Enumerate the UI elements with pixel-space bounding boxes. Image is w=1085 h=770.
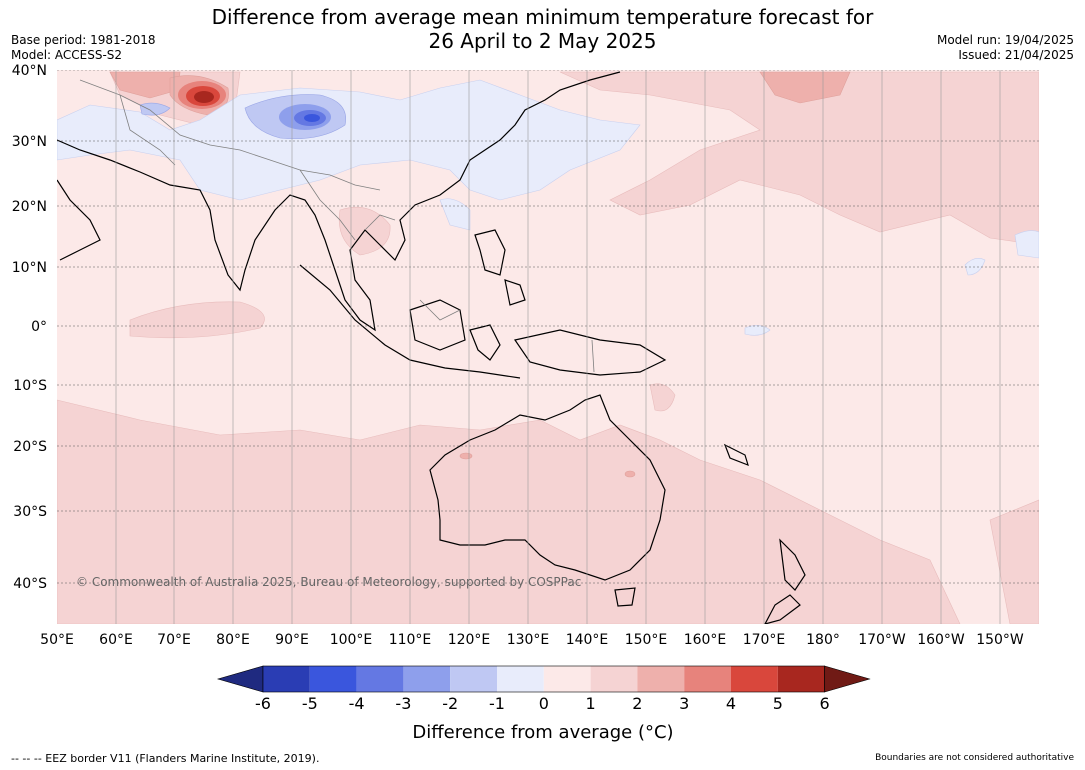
colorbar-tick-label: 6 (820, 694, 830, 713)
colorbar-swatch (637, 666, 685, 692)
model-name: Model: ACCESS-S2 (11, 48, 123, 62)
colorbar-tick-label: -1 (489, 694, 505, 713)
lat-label: 30°N (12, 134, 47, 150)
map-title: Difference from average mean minimum tem… (0, 5, 1085, 53)
lon-label: 170°W (858, 632, 906, 648)
lon-label: 150°W (976, 632, 1024, 648)
boundaries-disclaimer: Boundaries are not considered authoritat… (875, 753, 1074, 763)
base-period: Base period: 1981-2018 (11, 33, 156, 47)
anomaly-cold-spot (279, 104, 331, 130)
anomaly-hot-spot (178, 81, 226, 109)
lat-label: 10°N (12, 260, 47, 276)
colorbar-swatch (777, 666, 825, 692)
colorbar-tick-label: -4 (349, 694, 365, 713)
colorbar-swatch (403, 666, 451, 692)
lat-label: 40°N (12, 63, 47, 79)
colorbar-swatch (590, 666, 638, 692)
title-line-2: 26 April to 2 May 2025 (428, 29, 657, 53)
lat-label: 20°N (12, 199, 47, 215)
latitude-labels: 40°N 30°N 20°N 10°N 0° 10°S 20°S 30°S 40… (12, 63, 47, 592)
lon-label: 50°E (40, 632, 74, 648)
copyright-notice: © Commonwealth of Australia 2025, Bureau… (76, 575, 581, 589)
colorbar-tick-label: -3 (395, 694, 411, 713)
colorbar-tick-label: 0 (539, 694, 549, 713)
lon-label: 80°E (216, 632, 250, 648)
lat-label: 0° (31, 319, 47, 335)
longitude-labels: 50°E 60°E 70°E 80°E 90°E 100°E 110°E 120… (40, 632, 1024, 648)
colorbar-swatch (450, 666, 497, 692)
eez-border-note: -- -- -- EEZ border V11 (Flanders Marine… (11, 752, 320, 765)
lon-label: 130°E (507, 632, 550, 648)
issued-date: Issued: 21/04/2025 (958, 48, 1074, 62)
lat-label: 10°S (13, 378, 47, 394)
colorbar-swatch (356, 666, 404, 692)
colorbar-swatch (497, 666, 544, 692)
lon-label: 160°W (917, 632, 965, 648)
colorbar-swatch (309, 666, 357, 692)
colorbar-tick-label: -2 (442, 694, 458, 713)
lon-label: 160°E (684, 632, 727, 648)
colorbar-frame (262, 665, 825, 693)
lon-label: 170°E (743, 632, 786, 648)
colorbar-tick-label: 4 (726, 694, 736, 713)
colorbar-tick-label: 5 (773, 694, 783, 713)
colorbar-swatch (731, 666, 778, 692)
lon-label: 120°E (448, 632, 491, 648)
colorbar (216, 665, 871, 693)
colorbar-extend-high (824, 665, 871, 693)
lon-label: 150°E (625, 632, 668, 648)
colorbar-title: Difference from average (°C) (412, 722, 673, 743)
colorbar-swatch (684, 666, 731, 692)
colorbar-tick-label: -6 (255, 694, 271, 713)
colorbar-tick-label: 2 (632, 694, 642, 713)
colorbar-tick-label: 1 (586, 694, 596, 713)
lon-label: 60°E (99, 632, 133, 648)
title-line-1: Difference from average mean minimum tem… (211, 5, 874, 29)
lon-label: 70°E (157, 632, 191, 648)
lon-label: 90°E (275, 632, 309, 648)
lon-label: 110°E (389, 632, 432, 648)
colorbar-swatch (543, 666, 591, 692)
meta-right: Model run: 19/04/2025 Issued: 21/04/2025 (937, 33, 1074, 63)
meta-left: Base period: 1981-2018 Model: ACCESS-S2 (11, 33, 156, 63)
coastlines (57, 71, 806, 624)
colorbar-tick-label: 3 (679, 694, 689, 713)
lat-label: 20°S (13, 439, 47, 455)
colorbar-extend-low (216, 665, 264, 693)
lon-label: 100°E (330, 632, 373, 648)
longitude-gridlines (115, 70, 1001, 624)
colorbar-swatch (263, 666, 310, 692)
colorbar-tick-labels: -6 -5 -4 -3 -2 -1 0 1 2 3 4 5 6 (255, 694, 830, 713)
country-borders (79, 79, 595, 373)
model-run: Model run: 19/04/2025 (936, 33, 1074, 47)
map-panel: © Commonwealth of Australia 2025, Bureau… (57, 70, 1039, 624)
lat-label: 30°S (13, 504, 47, 520)
lon-label: 140°E (566, 632, 609, 648)
colorbar-tick-label: -5 (302, 694, 318, 713)
lon-label: 180° (806, 632, 840, 648)
lat-label: 40°S (13, 576, 47, 592)
